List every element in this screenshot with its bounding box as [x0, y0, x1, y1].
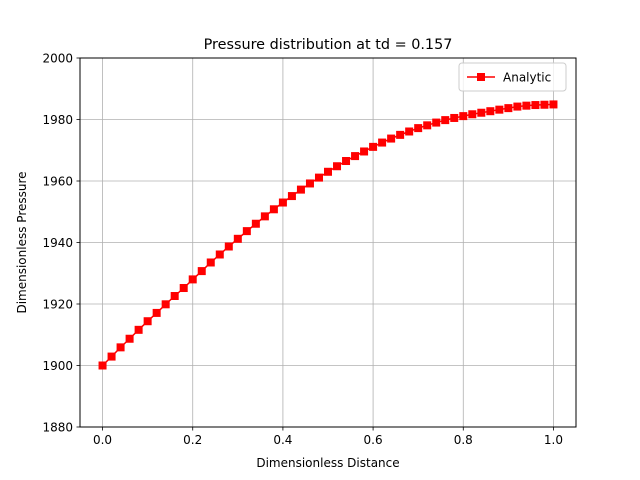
y-tick-label: 1960 [42, 174, 73, 188]
data-point [287, 192, 296, 201]
y-tick-label: 1940 [42, 236, 73, 250]
data-point [513, 102, 522, 111]
data-point [477, 108, 486, 117]
data-point [324, 167, 332, 176]
data-point [486, 107, 495, 116]
y-tick-label: 1880 [42, 420, 73, 434]
data-point [333, 162, 342, 171]
x-tick-label: 0.8 [454, 433, 473, 447]
data-point [369, 142, 378, 151]
x-tick-label: 1.0 [544, 433, 563, 447]
x-tick-label: 0.0 [93, 433, 112, 447]
data-point [179, 284, 188, 293]
data-point [170, 292, 179, 301]
data-point [143, 317, 152, 326]
data-point [459, 112, 468, 121]
data-point [396, 130, 405, 139]
legend: Analytic [458, 62, 567, 92]
data-point [134, 325, 143, 334]
data-point [296, 185, 305, 194]
data-point [495, 105, 504, 114]
data-point [504, 104, 513, 113]
data-point [161, 300, 170, 309]
data-point [549, 100, 558, 109]
data-point [215, 250, 224, 259]
legend-marker-square [477, 73, 485, 81]
legend-entry-analytic: Analytic [503, 70, 551, 84]
data-point [531, 101, 540, 110]
data-point [260, 212, 269, 221]
data-point [351, 152, 360, 161]
y-tick-label: 1900 [42, 359, 73, 373]
x-axis-label: Dimensionless Distance [256, 456, 399, 470]
chart-title: Pressure distribution at td = 0.157 [204, 37, 453, 53]
data-point [98, 361, 107, 370]
data-point [314, 173, 323, 182]
data-point [360, 147, 369, 156]
data-point [251, 219, 260, 228]
data-point [197, 267, 206, 276]
data-point [540, 100, 549, 109]
x-tick-label: 0.6 [364, 433, 383, 447]
data-point [423, 121, 432, 130]
data-point [269, 205, 278, 214]
legend-box [458, 62, 567, 92]
data-point [405, 127, 414, 136]
x-tick-label: 0.4 [273, 433, 292, 447]
data-point [278, 198, 287, 207]
series-layer [98, 100, 558, 370]
data-point [188, 275, 197, 284]
ticks: 0.0 0.2 0.4 0.6 0.8 1.0 1880 1900 1920 1940 1960 19… [42, 51, 563, 447]
data-point [125, 334, 134, 343]
data-point [342, 157, 351, 166]
y-tick-label: 1920 [42, 297, 73, 311]
data-point [152, 308, 161, 317]
y-axis-label: Dimensionless Pressure [15, 171, 29, 313]
data-point [387, 134, 396, 143]
y-tick-label: 1980 [42, 113, 73, 127]
data-point [441, 116, 450, 125]
data-point [378, 138, 387, 147]
data-point [468, 110, 477, 119]
data-point [107, 352, 116, 361]
data-point [522, 101, 531, 110]
y-tick-label: 2000 [42, 51, 73, 65]
data-point [242, 227, 251, 236]
data-point [432, 118, 441, 127]
data-point [450, 113, 459, 122]
x-tick-label: 0.2 [183, 433, 202, 447]
data-point [206, 258, 215, 267]
data-point [414, 124, 423, 133]
data-point [224, 242, 233, 251]
data-point [116, 343, 125, 352]
data-point [305, 179, 314, 188]
data-point [233, 234, 242, 243]
